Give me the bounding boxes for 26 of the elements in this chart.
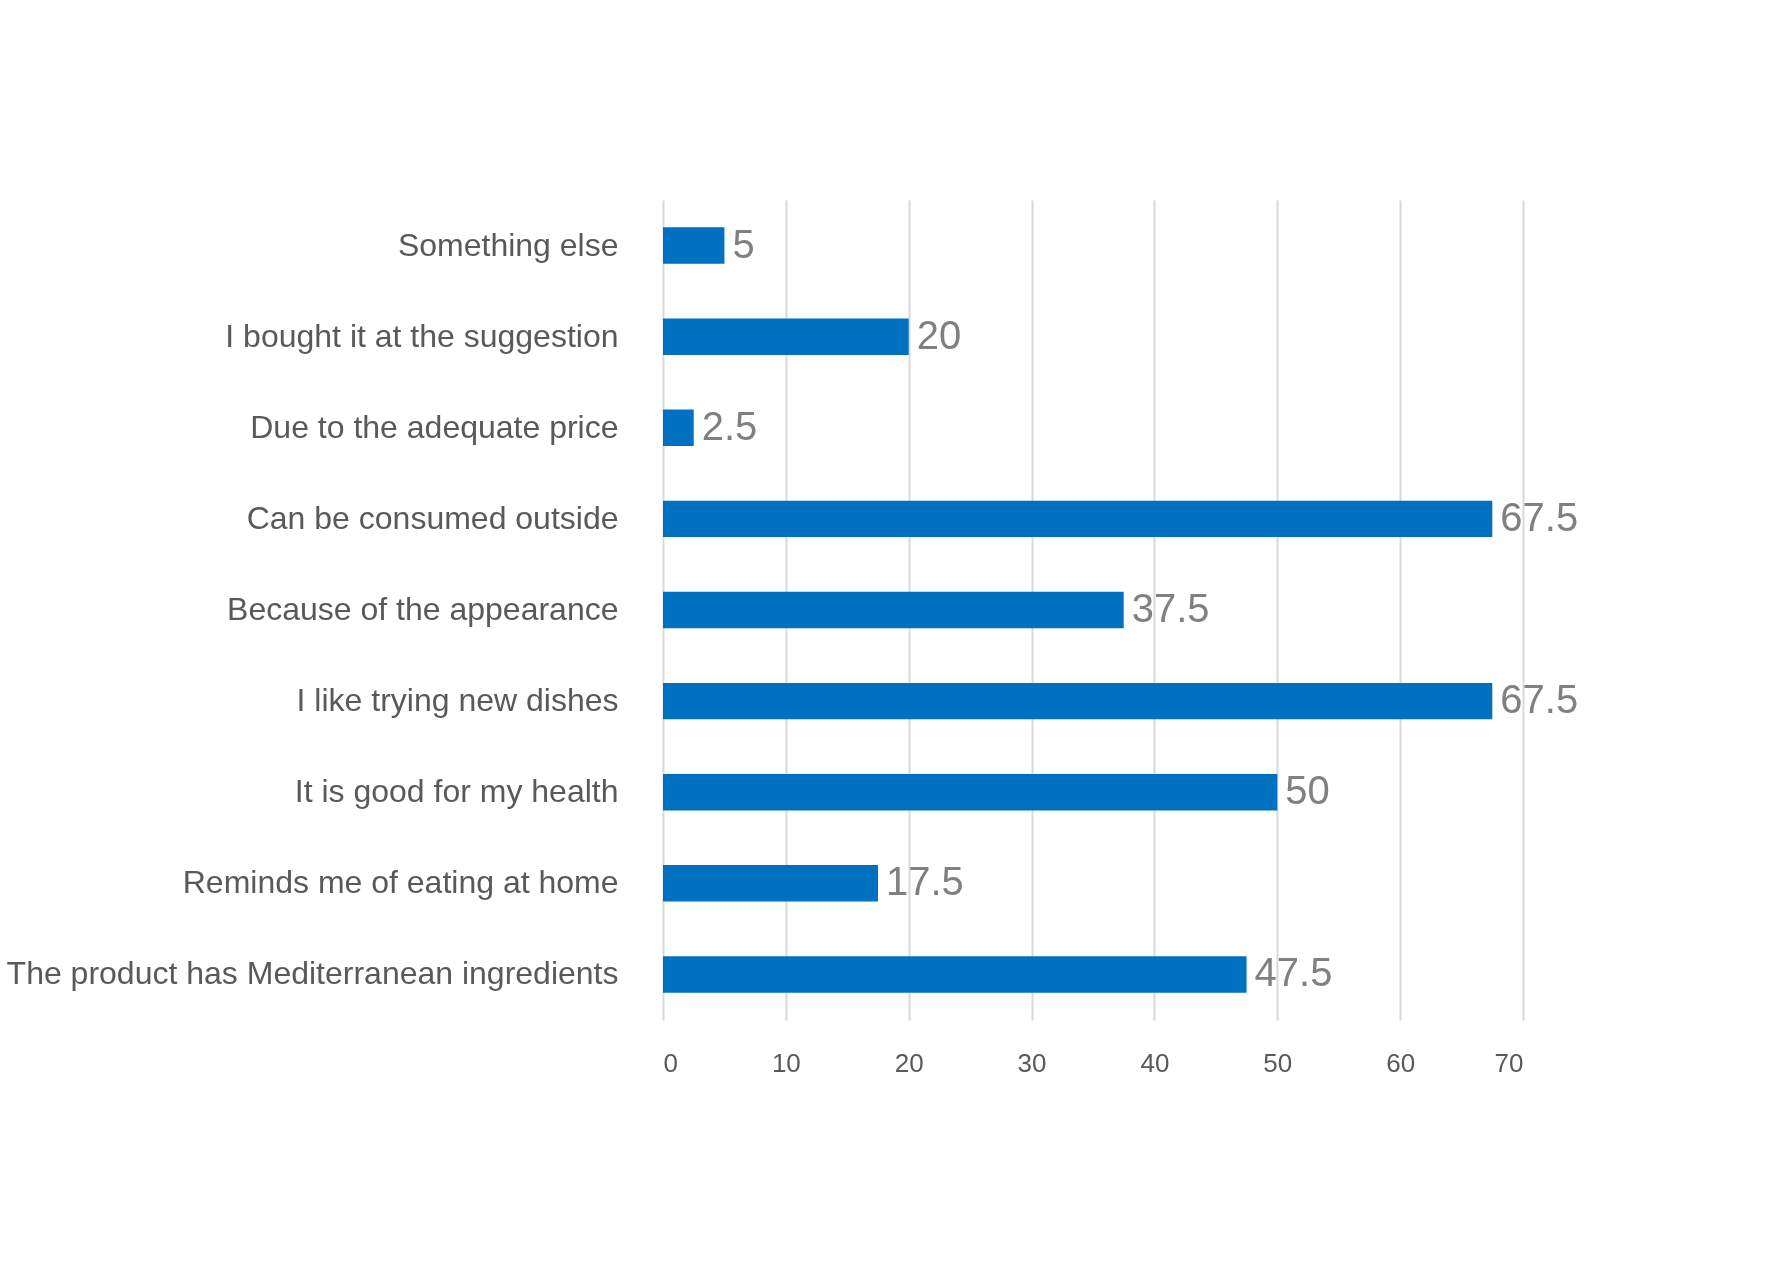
x-tick-label: 60: [1386, 1047, 1416, 1078]
y-tick-label: Reminds me of eating at home: [182, 864, 619, 901]
data-label: 17.5: [886, 859, 964, 904]
x-tick-label: 0: [663, 1047, 678, 1078]
data-label: 67.5: [1500, 677, 1579, 722]
data-label: 50: [1285, 768, 1330, 813]
y-tick-label: Something else: [397, 226, 619, 263]
y-tick-label: Because of the appearance: [227, 591, 619, 627]
y-tick-label: The product has Mediterranean ingredients: [6, 955, 619, 992]
x-tick-label: 40: [1140, 1047, 1170, 1078]
x-tick-label: 50: [1263, 1047, 1293, 1078]
y-tick-label: It is good for my health: [294, 773, 619, 810]
y-tick-label: Due to the adequate price: [250, 408, 619, 445]
data-label: 20: [916, 312, 962, 357]
x-tick-label: 30: [1017, 1047, 1047, 1078]
x-tick-label: 70: [1494, 1047, 1524, 1078]
y-tick-label: Can be consumed outside: [246, 499, 619, 536]
data-label: 67.5: [1500, 494, 1579, 539]
data-label: 37.5: [1131, 586, 1210, 630]
x-tick-label: 20: [894, 1047, 924, 1078]
data-label: 47.5: [1254, 950, 1333, 995]
data-label: 5: [732, 221, 755, 266]
data-label: 2.5: [701, 403, 758, 448]
y-tick-label: I bought it at the suggestion: [225, 317, 619, 354]
y-tick-label: I like trying new dishes: [296, 682, 619, 719]
x-tick-label: 10: [771, 1047, 801, 1078]
